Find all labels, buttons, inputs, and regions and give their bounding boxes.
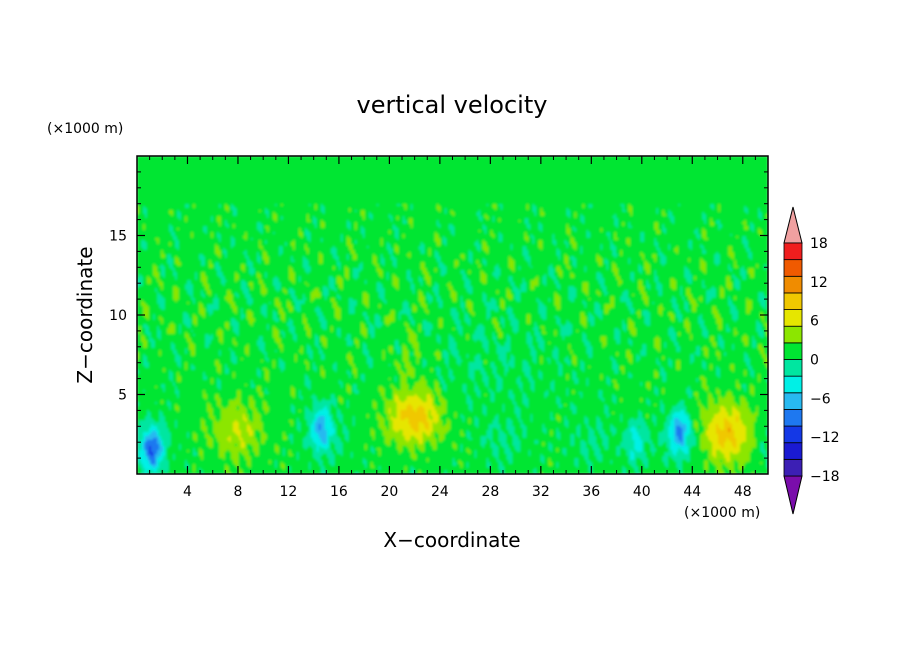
colorbar-min-triangle [783, 475, 803, 515]
x-axis-ticks: 4 8 12 16 20 24 28 32 36 40 44 48 [149, 156, 756, 500]
contour-field-image [137, 156, 768, 474]
x-axis-label: X−coordinate [383, 528, 520, 552]
chart-title: vertical velocity [357, 91, 548, 119]
colorbar-box [783, 342, 803, 360]
colorbar-box [783, 242, 803, 261]
x-unit-label: (×1000 m) [684, 505, 760, 521]
colorbar: 18 12 6 0 −6 −12 −18 [783, 206, 840, 515]
colorbar-tick-label: −18 [810, 469, 840, 485]
colorbar-max-triangle [783, 206, 803, 244]
y-unit-label: (×1000 m) [47, 121, 123, 137]
y-axis-ticks: 5 10 15 [109, 171, 768, 459]
colorbar-box [783, 259, 803, 277]
colorbar-box [783, 458, 803, 477]
x-tick-label: 48 [734, 484, 752, 500]
y-tick-label: 15 [109, 229, 127, 245]
colorbar-box [783, 325, 803, 344]
x-tick-label: 8 [233, 484, 242, 500]
x-tick-label: 24 [431, 484, 449, 500]
colorbar-box [783, 442, 803, 460]
colorbar-box [783, 309, 803, 327]
colorbar-tick-label: −12 [810, 430, 840, 446]
colorbar-box [783, 392, 803, 410]
contour-field [137, 156, 768, 474]
x-tick-label: 20 [380, 484, 398, 500]
colorbar-box [783, 375, 803, 394]
x-tick-label: 44 [683, 484, 701, 500]
y-tick-label: 10 [109, 308, 127, 324]
colorbar-box [783, 292, 803, 310]
x-tick-label: 28 [481, 484, 499, 500]
y-axis-label: Z−coordinate [73, 246, 97, 383]
x-tick-label: 32 [532, 484, 550, 500]
colorbar-tick-label: 0 [810, 353, 819, 369]
colorbar-tick-label: 12 [810, 275, 828, 291]
colorbar-tick-label: −6 [810, 391, 831, 407]
colorbar-box [783, 359, 803, 377]
colorbar-tick-label: 6 [810, 314, 819, 330]
colorbar-box [783, 425, 803, 444]
colorbar-box [783, 409, 803, 427]
colorbar-tick-label: 18 [810, 236, 828, 252]
x-tick-label: 4 [183, 484, 192, 500]
x-tick-label: 36 [582, 484, 600, 500]
x-tick-label: 16 [330, 484, 348, 500]
x-tick-label: 12 [280, 484, 298, 500]
y-tick-label: 5 [118, 388, 127, 404]
x-tick-label: 40 [633, 484, 651, 500]
colorbar-box [783, 275, 803, 294]
